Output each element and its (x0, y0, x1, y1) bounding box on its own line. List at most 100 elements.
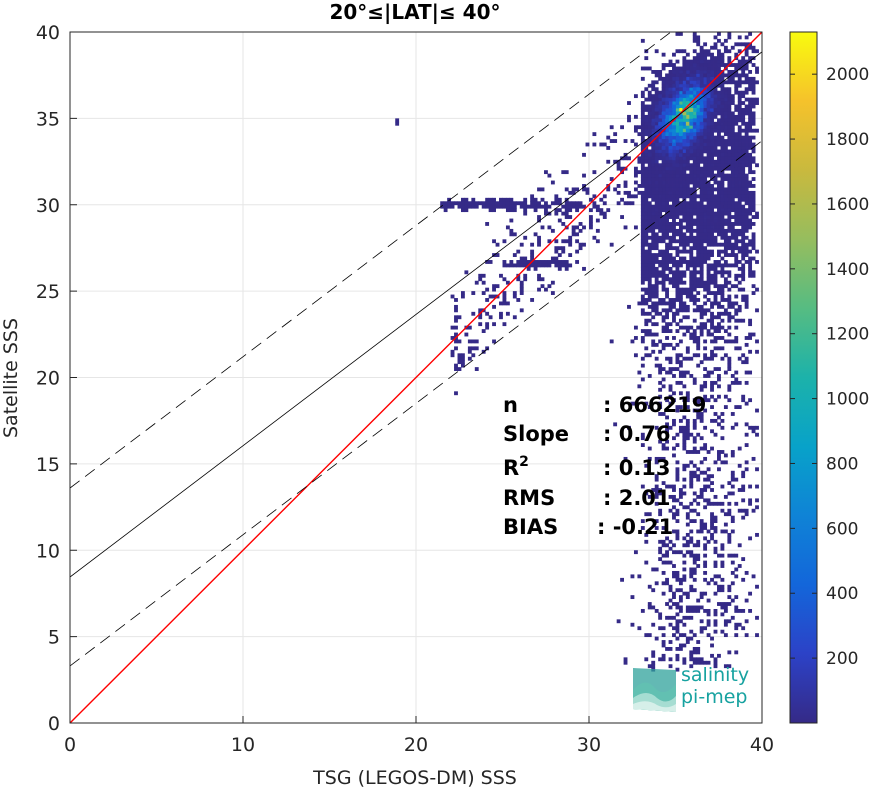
heatmap-cell (748, 484, 753, 489)
heatmap-cell (651, 287, 656, 292)
heatmap-cell (516, 201, 521, 206)
heatmap-cell (744, 222, 749, 226)
density-heatmap (395, 32, 759, 672)
heatmap-cell (699, 166, 704, 171)
heatmap-cell (550, 180, 555, 185)
heatmap-cell (723, 152, 728, 157)
heatmap-cell (647, 291, 652, 295)
heatmap-cell (703, 339, 708, 344)
heatmap-cell (668, 170, 673, 175)
heatmap-cell (699, 256, 704, 261)
heatmap-cell (685, 201, 690, 206)
heatmap-cell (499, 301, 503, 306)
heatmap-cell (692, 436, 697, 441)
heatmap-cell (644, 225, 649, 230)
heatmap-cell (682, 211, 687, 216)
heatmap-cell (661, 657, 666, 662)
heatmap-cell (647, 125, 652, 130)
heatmap-cell (713, 336, 718, 340)
heatmap-cell (678, 298, 683, 302)
heatmap-cell (654, 242, 659, 247)
heatmap-cell (741, 90, 746, 95)
heatmap-cell (730, 80, 735, 85)
heatmap-cell (710, 190, 714, 195)
heatmap-cell (457, 356, 462, 361)
heatmap-cell (675, 263, 680, 268)
heatmap-cell (751, 246, 756, 251)
heatmap-cell (630, 339, 635, 344)
heatmap-cell (699, 45, 704, 50)
heatmap-cell (682, 63, 687, 67)
heatmap-cell (658, 270, 663, 275)
heatmap-cell (505, 225, 510, 230)
heatmap-cell (668, 114, 673, 119)
heatmap-cell (692, 163, 697, 168)
heatmap-cell (692, 156, 697, 161)
heatmap-cell (720, 263, 725, 268)
heatmap-cell (678, 339, 683, 344)
heatmap-cell (717, 159, 721, 164)
heatmap-cell (537, 218, 541, 223)
heatmap-cell (751, 291, 756, 295)
heatmap-cell (720, 184, 725, 188)
heatmap-cell (647, 664, 652, 669)
heatmap-cell (703, 380, 708, 385)
heatmap-cell (658, 405, 663, 409)
heatmap-cell (737, 194, 742, 199)
heatmap-cell (672, 125, 676, 130)
heatmap-cell (748, 156, 753, 161)
heatmap-cell (706, 450, 711, 454)
heatmap-cell (675, 380, 680, 385)
heatmap-cell (672, 104, 676, 109)
heatmap-cell (720, 298, 725, 302)
heatmap-cell (699, 135, 704, 140)
heatmap-cell (703, 222, 708, 226)
heatmap-cell (723, 104, 728, 109)
heatmap-cell (751, 118, 756, 123)
heatmap-cell (644, 263, 649, 268)
heatmap-cell (734, 567, 739, 572)
heatmap-cell (703, 101, 708, 105)
heatmap-cell (564, 201, 569, 206)
heatmap-cell (748, 266, 753, 271)
heatmap-cell (717, 204, 721, 209)
heatmap-cell (682, 287, 687, 292)
heatmap-cell (668, 270, 673, 275)
heatmap-cell (744, 512, 749, 517)
heatmap-cell (640, 152, 645, 157)
heatmap-cell (654, 246, 659, 251)
heatmap-cell (682, 139, 687, 143)
heatmap-cell (696, 308, 701, 313)
heatmap-cell (717, 180, 721, 185)
heatmap-cell (689, 615, 694, 620)
heatmap-cell (706, 59, 711, 64)
heatmap-cell (734, 173, 739, 178)
heatmap-cell (672, 211, 676, 216)
heatmap-cell (682, 325, 687, 330)
heatmap-cell (682, 633, 687, 638)
heatmap-cell (734, 318, 739, 323)
heatmap-cell (502, 260, 507, 264)
heatmap-cell (647, 222, 652, 226)
heatmap-cell (647, 118, 652, 123)
heatmap-cell (737, 246, 742, 251)
heatmap-cell (678, 146, 683, 150)
heatmap-cell (661, 146, 666, 150)
heatmap-cell (696, 114, 701, 119)
heatmap-cell (737, 208, 742, 213)
heatmap-cell (703, 608, 708, 613)
heatmap-cell (682, 166, 687, 171)
heatmap-cell (710, 239, 714, 244)
heatmap-cell (699, 121, 704, 126)
heatmap-cell (685, 512, 690, 517)
heatmap-cell (651, 125, 656, 130)
heatmap-cell (568, 242, 573, 247)
heatmap-cell (730, 519, 735, 524)
heatmap-cell (703, 52, 708, 57)
heatmap-cell (647, 97, 652, 102)
heatmap-cell (696, 608, 701, 613)
heatmap-cell (710, 139, 714, 143)
heatmap-cell (519, 308, 524, 313)
heatmap-cell (654, 211, 659, 216)
heatmap-cell (706, 356, 711, 361)
